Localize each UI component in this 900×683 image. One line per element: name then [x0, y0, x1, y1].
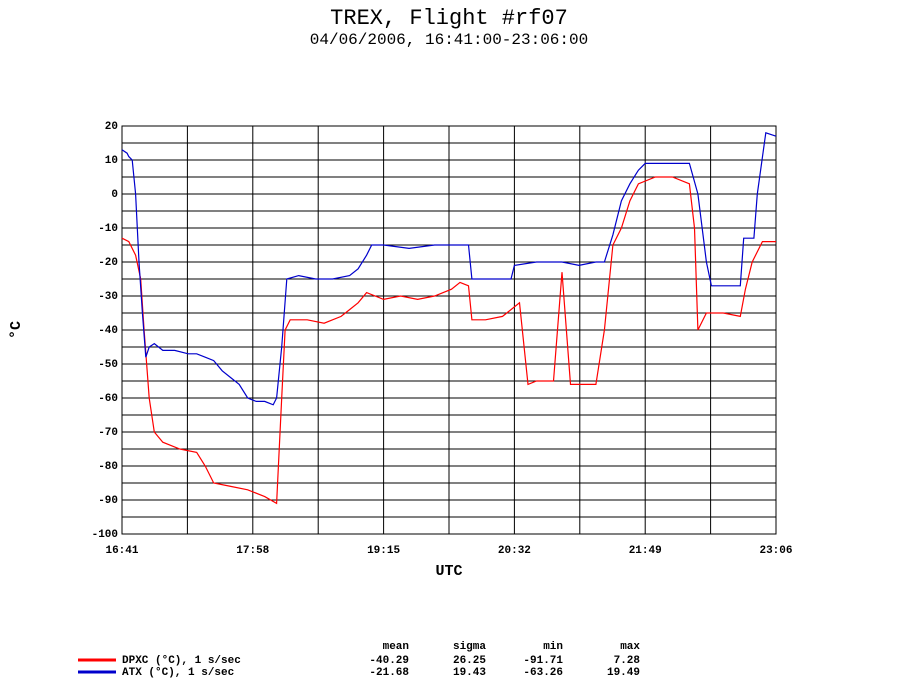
legend-label: DPXC (°C), 1 s/sec	[122, 655, 241, 667]
y-tick-label: 0	[111, 189, 118, 201]
y-tick-label: -50	[98, 359, 118, 371]
x-axis-label: UTC	[435, 563, 462, 580]
y-tick-label: -100	[92, 529, 118, 541]
stats-header: sigma	[453, 641, 486, 653]
stats-value: 19.43	[453, 667, 486, 679]
y-tick-label: 20	[105, 121, 118, 133]
x-tick-label: 21:49	[629, 545, 662, 557]
stats-value: -21.68	[369, 667, 409, 679]
stats-value: -63.26	[523, 667, 563, 679]
chart-subtitle: 04/06/2006, 16:41:00-23:06:00	[310, 31, 588, 49]
legend-label: ATX (°C), 1 s/sec	[122, 667, 234, 679]
stats-value: -40.29	[369, 655, 409, 667]
stats-value: 19.49	[607, 667, 640, 679]
data-line	[121, 176, 776, 505]
data-line	[121, 132, 777, 406]
y-tick-label: -30	[98, 291, 118, 303]
y-axis-label: °C	[8, 321, 25, 339]
x-tick-label: 17:58	[236, 545, 269, 557]
y-tick-label: -20	[98, 257, 118, 269]
chart-title: TREX, Flight #rf07	[330, 6, 568, 31]
stats-value: -91.71	[523, 655, 563, 667]
stats-header: mean	[383, 641, 409, 653]
stats-value: 26.25	[453, 655, 486, 667]
stats-header: min	[543, 641, 563, 653]
y-tick-label: -80	[98, 461, 118, 473]
y-tick-label: -70	[98, 427, 118, 439]
stats-value: 7.28	[614, 655, 641, 667]
x-tick-label: 16:41	[105, 545, 138, 557]
y-tick-label: -10	[98, 223, 118, 235]
x-tick-label: 19:15	[367, 545, 400, 557]
x-tick-label: 20:32	[498, 545, 531, 557]
stats-header: max	[620, 641, 640, 653]
y-tick-label: -60	[98, 393, 118, 405]
y-tick-label: 10	[105, 155, 118, 167]
y-tick-label: -40	[98, 325, 118, 337]
y-tick-label: -90	[98, 495, 118, 507]
x-tick-label: 23:06	[759, 545, 792, 557]
